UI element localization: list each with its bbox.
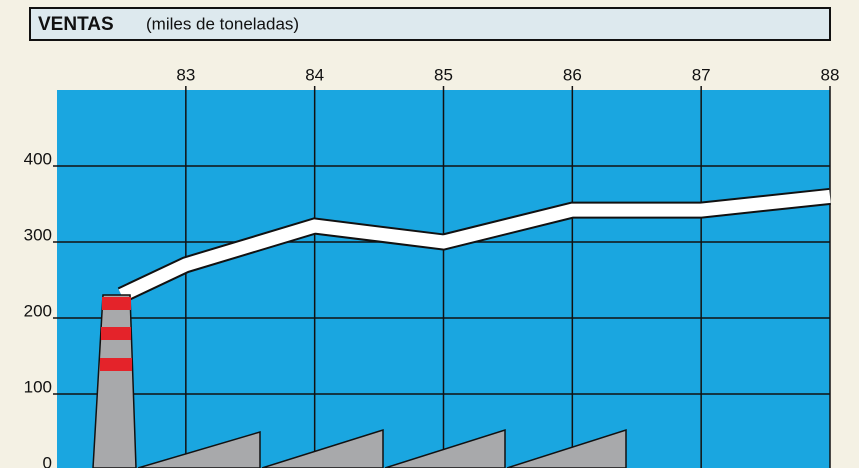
x-tick-label: 88 — [821, 65, 840, 84]
y-tick-label: 100 — [24, 377, 52, 396]
x-tick-label: 83 — [176, 65, 195, 84]
page: VENTAS (miles de toneladas) 0 100 200 300 40… — [0, 0, 859, 468]
chart-title: VENTAS — [38, 14, 114, 35]
x-tick-label: 86 — [563, 65, 582, 84]
y-tick-label: 200 — [24, 301, 52, 320]
chart: VENTAS (miles de toneladas) 0 100 200 300 40… — [0, 0, 859, 468]
y-tick-label: 0 — [43, 453, 52, 468]
chimney-stripe — [100, 358, 132, 371]
y-tick-label: 300 — [24, 225, 52, 244]
chimney-stripe — [102, 297, 131, 310]
y-tick-label: 400 — [24, 149, 52, 168]
x-tick-label: 85 — [434, 65, 453, 84]
chart-subtitle: (miles de toneladas) — [146, 14, 299, 33]
x-tick-label: 84 — [305, 65, 324, 84]
x-tick-label: 87 — [692, 65, 711, 84]
chimney-stripe — [101, 327, 131, 340]
